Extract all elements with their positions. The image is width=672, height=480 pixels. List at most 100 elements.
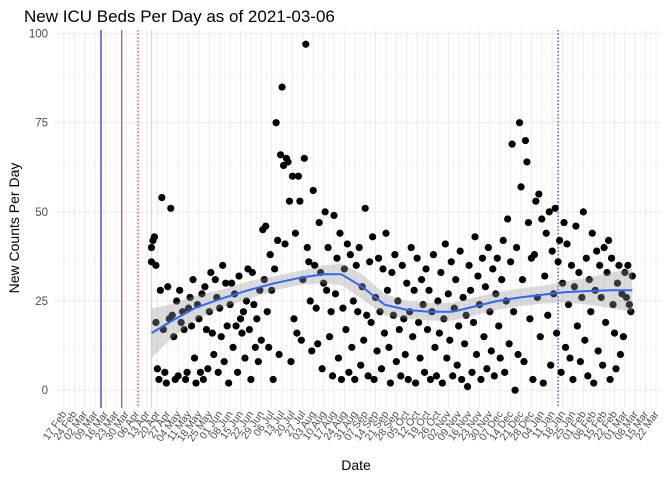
data-point (526, 315, 534, 323)
data-point (198, 290, 206, 298)
data-point (594, 347, 602, 355)
data-point (416, 354, 424, 362)
data-point (455, 322, 463, 330)
data-point (423, 325, 432, 334)
data-point (368, 233, 377, 241)
data-point (505, 340, 513, 348)
data-point (195, 315, 203, 323)
data-point (305, 258, 313, 266)
data-point (622, 293, 630, 302)
data-point (440, 315, 448, 323)
data-point (581, 336, 589, 344)
data-point (192, 379, 200, 387)
data-point (616, 350, 625, 359)
data-point (170, 333, 178, 341)
data-point (355, 243, 363, 252)
data-point (216, 304, 224, 312)
data-point (290, 315, 298, 323)
data-point (201, 283, 209, 291)
data-point (407, 243, 415, 252)
data-point (444, 290, 452, 298)
data-point (532, 197, 540, 205)
y-tick-label: 25 (35, 296, 48, 308)
data-point (207, 268, 215, 277)
data-point (269, 375, 277, 384)
data-point (291, 229, 300, 237)
data-point (339, 304, 347, 312)
data-point (242, 297, 251, 305)
reference-lines (100, 30, 559, 408)
data-point (254, 358, 262, 366)
data-point (167, 204, 175, 212)
data-point (538, 215, 546, 223)
data-point (471, 233, 479, 241)
data-point (489, 265, 497, 273)
data-point (391, 251, 399, 259)
data-point (164, 283, 172, 291)
data-point (180, 325, 188, 334)
data-point (575, 268, 583, 277)
data-point (245, 325, 254, 334)
data-point (196, 368, 205, 376)
data-point (514, 350, 522, 359)
data-point (555, 236, 564, 244)
data-point (561, 343, 570, 351)
data-point (328, 372, 337, 380)
data-point (153, 365, 162, 373)
data-point (535, 190, 543, 198)
data-point (456, 247, 464, 255)
data-point (438, 379, 446, 387)
data-point (147, 243, 156, 252)
data-point (596, 261, 604, 269)
data-point (403, 279, 411, 287)
data-point (382, 229, 390, 237)
data-point (558, 279, 567, 287)
data-point (553, 329, 561, 337)
data-point (584, 372, 592, 380)
data-point (293, 329, 301, 337)
data-point (420, 368, 429, 376)
data-point (548, 247, 556, 255)
data-point (354, 308, 362, 316)
data-point (573, 322, 582, 330)
data-point (410, 286, 418, 294)
data-point (541, 272, 549, 280)
data-point (492, 290, 500, 298)
data-point (263, 308, 271, 316)
data-point (461, 340, 469, 348)
data-point (217, 333, 225, 341)
data-point (386, 379, 395, 387)
data-point (321, 208, 329, 216)
data-point (229, 343, 237, 351)
data-point (161, 368, 169, 376)
data-point (465, 261, 473, 269)
data-point (567, 261, 576, 269)
data-point (266, 251, 274, 259)
data-point (182, 375, 190, 384)
data-point (481, 283, 489, 291)
data-point (612, 365, 620, 373)
data-point (578, 293, 586, 302)
data-point (588, 229, 596, 237)
data-point (222, 279, 230, 287)
data-point (315, 218, 323, 227)
data-point (593, 247, 601, 255)
data-point (529, 375, 537, 384)
data-point (398, 261, 406, 269)
data-point (518, 276, 527, 284)
data-point (288, 172, 297, 180)
data-point (374, 254, 383, 262)
data-point (174, 372, 182, 380)
data-point (275, 350, 283, 359)
data-point (600, 243, 608, 252)
data-point (472, 350, 481, 359)
data-point (413, 254, 421, 262)
data-point (388, 268, 396, 277)
data-point (272, 119, 280, 127)
data-point (352, 261, 360, 269)
data-point (446, 336, 454, 344)
data-point (610, 329, 619, 337)
data-point (364, 372, 372, 380)
data-point (545, 208, 553, 216)
